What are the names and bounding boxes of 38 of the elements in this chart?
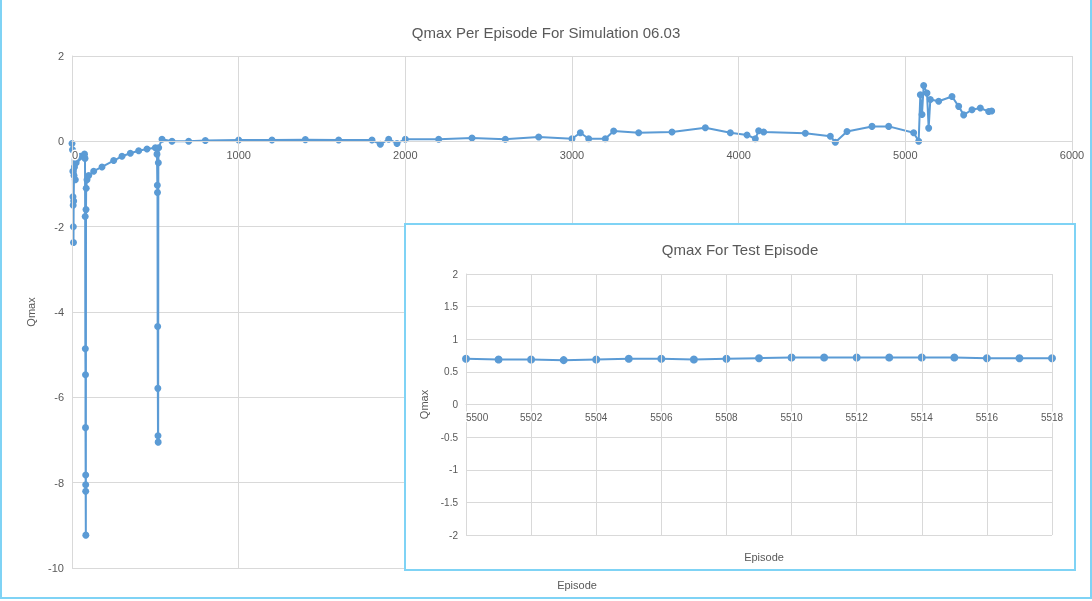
- x-tick-label: 2000: [393, 148, 418, 161]
- y-tick-label: 2: [452, 268, 459, 280]
- y-tick-label: -2: [54, 220, 64, 233]
- x-tick-label: 5510: [780, 412, 804, 423]
- x-axis-title: Episode: [557, 578, 597, 591]
- x-tick-label: 5512: [845, 412, 869, 423]
- chart-title: Qmax For Test Episode: [661, 241, 819, 258]
- x-tick-label: 5508: [715, 412, 738, 423]
- x-tick-label: 5514: [910, 412, 934, 423]
- y-tick-label: -4: [54, 306, 64, 318]
- x-tick-label: 5000: [893, 148, 918, 161]
- x-tick-label: 5518: [1040, 412, 1064, 423]
- y-tick-label: -2: [449, 529, 459, 541]
- y-tick-label: -0.5: [440, 431, 459, 443]
- x-tick-label: 6000: [1059, 148, 1085, 161]
- x-tick-label: 5500: [466, 412, 489, 423]
- y-tick-label: 0: [57, 135, 64, 148]
- y-tick-label: 2: [57, 50, 64, 62]
- x-tick-label: 5516: [975, 412, 999, 423]
- y-axis-title: Qmax: [418, 389, 431, 420]
- y-tick-label: 1.5: [444, 301, 459, 313]
- x-axis-title: Episode: [744, 550, 784, 563]
- x-tick-label: 5504: [585, 412, 608, 423]
- y-tick-label: 0: [452, 399, 459, 410]
- y-tick-label: -8: [54, 476, 64, 489]
- x-tick-label: 4000: [726, 148, 751, 161]
- y-tick-label: 1: [452, 333, 459, 345]
- y-tick-label: -1: [449, 464, 459, 476]
- x-tick-label: 5506: [650, 412, 673, 423]
- x-tick-label: 3000: [559, 148, 585, 161]
- y-tick-label: -10: [48, 562, 64, 574]
- y-tick-label: -6: [54, 391, 64, 404]
- x-tick-label: 1000: [226, 148, 251, 161]
- y-tick-label: -1.5: [440, 496, 459, 508]
- y-tick-label: 0.5: [444, 366, 459, 378]
- y-axis-title: Qmax: [24, 296, 37, 327]
- x-tick-label: 5502: [519, 412, 543, 423]
- chart-title: Qmax Per Episode For Simulation 06.03: [411, 24, 681, 41]
